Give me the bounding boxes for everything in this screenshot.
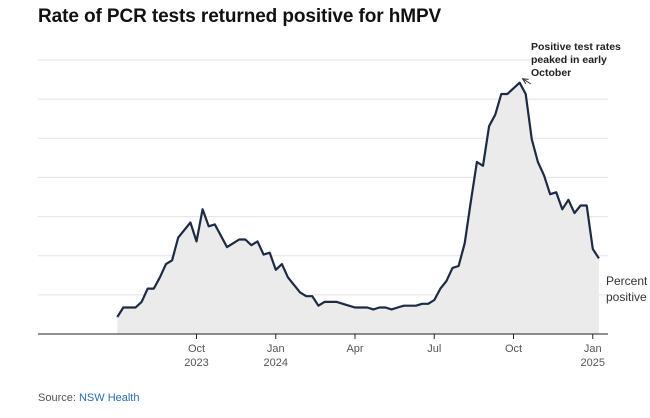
annotation-arrowhead (521, 78, 529, 85)
series-line (116, 81, 600, 318)
x-tick-label: Oct (505, 343, 522, 355)
x-tick-label: Jan 2024 (264, 343, 288, 369)
source-note: Source: NSW Health (38, 392, 140, 404)
chart-title: Rate of PCR tests returned positive for … (38, 6, 442, 27)
x-tick-label: Apr (346, 343, 363, 355)
source-link[interactable]: NSW Health (78, 392, 140, 404)
x-tick-label: Jul (427, 343, 441, 355)
source-prefix: Source: (38, 392, 79, 404)
annotation-arrow (522, 78, 532, 85)
peak-annotation: Positive test rates peaked in early Octobe… (521, 41, 621, 85)
x-axis-ticks: Oct 2023 Jan 2024 Apr Jul Oct Jan 2025 (184, 334, 605, 369)
x-tick-label: Jan 2025 (581, 343, 605, 369)
area-fill (117, 82, 599, 334)
series-label: Percent positive (606, 274, 648, 304)
x-tick-label: Oct 2023 (184, 343, 208, 369)
annotation-text: Positive test rates peaked in early Octobe… (531, 41, 621, 79)
